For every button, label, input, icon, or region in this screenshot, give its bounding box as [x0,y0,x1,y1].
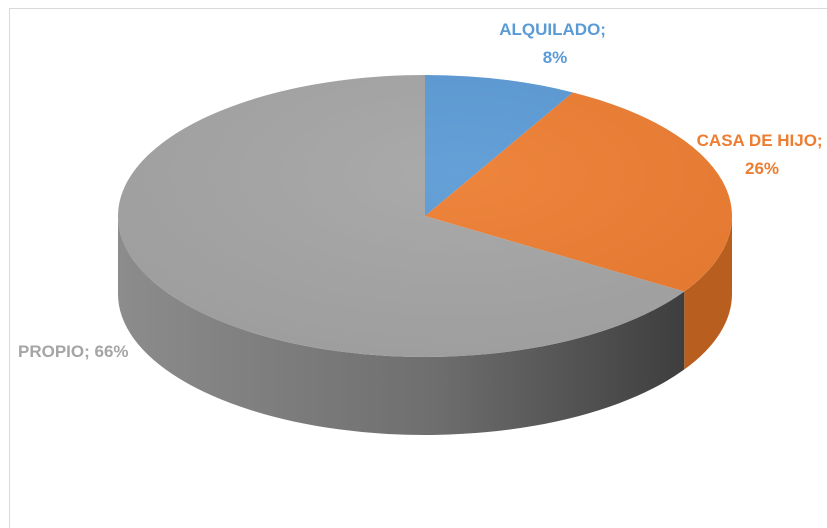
label-alquilado: ALQUILADO; 8% [499,20,610,67]
pie-side-propio [118,216,685,436]
label-casa-de-hijo: CASA DE HIJO; 26% [697,131,827,178]
pie-side-casa-de-hijo [684,216,732,370]
label-propio: PROPIO; 66% [18,342,129,361]
pie-labels: ALQUILADO; 8% CASA DE HIJO; 26% PROPIO; … [18,20,827,361]
pie-side-wall [118,216,732,436]
pie-chart: ALQUILADO; 8% CASA DE HIJO; 26% PROPIO; … [18,20,827,436]
pie-top-shading [118,75,732,357]
pie-top-face [117,75,732,357]
